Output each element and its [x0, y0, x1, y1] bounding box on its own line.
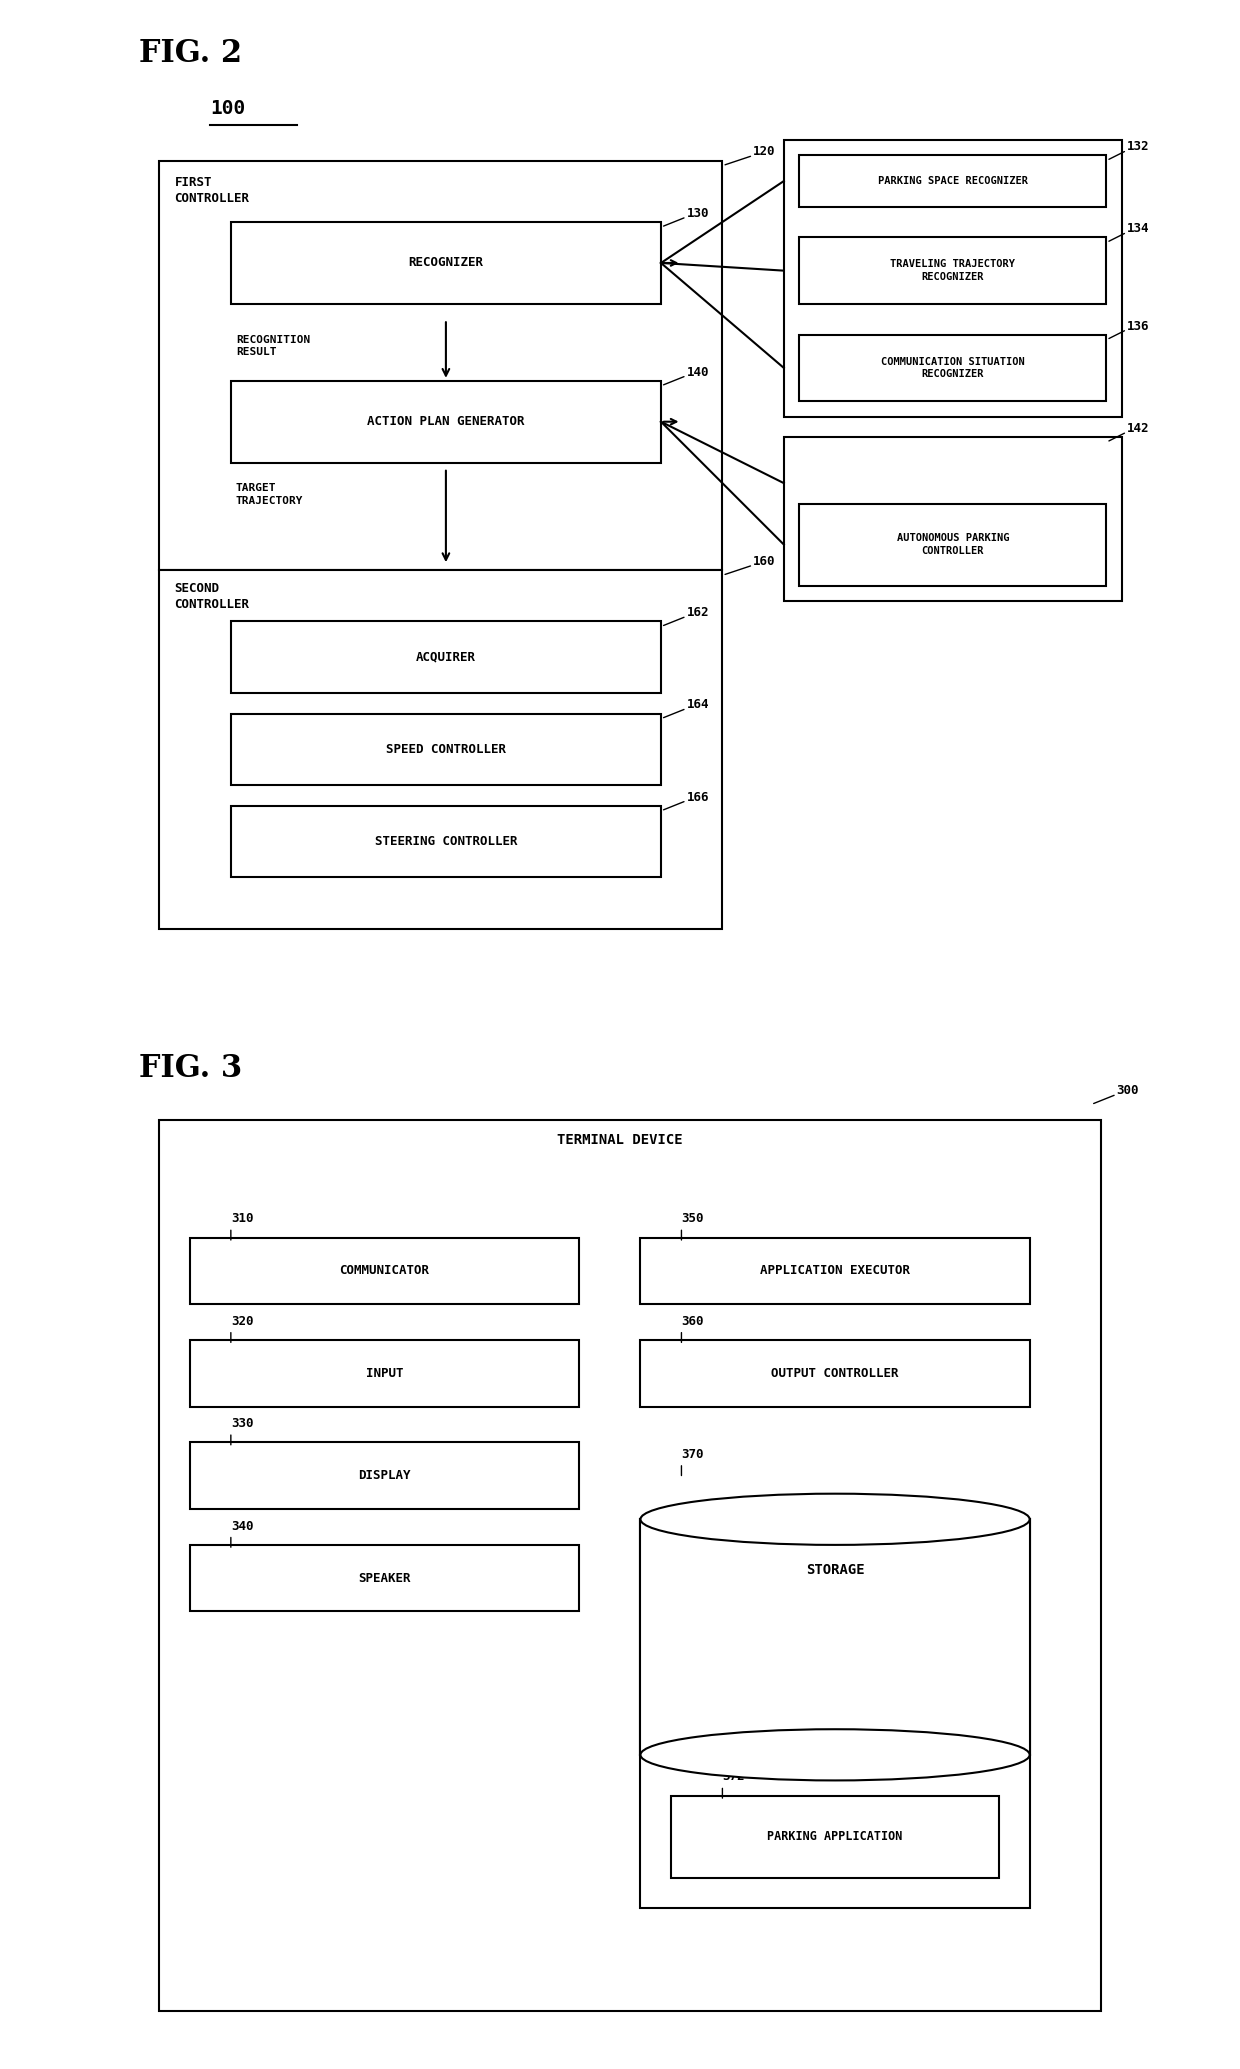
- Text: 320: 320: [231, 1314, 253, 1328]
- Text: TERMINAL DEVICE: TERMINAL DEVICE: [557, 1134, 683, 1148]
- Text: 100: 100: [211, 99, 246, 118]
- Text: 372: 372: [723, 1771, 745, 1783]
- Text: FIG. 2: FIG. 2: [139, 37, 242, 68]
- Text: SPEED CONTROLLER: SPEED CONTROLLER: [386, 743, 506, 755]
- FancyBboxPatch shape: [190, 1546, 579, 1612]
- Text: ACTION PLAN GENERATOR: ACTION PLAN GENERATOR: [367, 416, 525, 428]
- FancyBboxPatch shape: [159, 1119, 1101, 2011]
- Text: 140: 140: [687, 366, 709, 379]
- Text: AUTONOMOUS PARKING
CONTROLLER: AUTONOMOUS PARKING CONTROLLER: [897, 534, 1009, 557]
- Text: 162: 162: [687, 606, 709, 619]
- Text: INPUT: INPUT: [366, 1368, 403, 1380]
- Text: SPEAKER: SPEAKER: [358, 1572, 410, 1585]
- FancyBboxPatch shape: [784, 141, 1122, 416]
- Text: STEERING CONTROLLER: STEERING CONTROLLER: [374, 836, 517, 848]
- Text: 120: 120: [753, 145, 776, 159]
- Text: APPLICATION EXECUTOR: APPLICATION EXECUTOR: [760, 1264, 910, 1277]
- Ellipse shape: [641, 1730, 1029, 1781]
- FancyBboxPatch shape: [231, 221, 661, 304]
- Text: COMMUNICATION SITUATION
RECOGNIZER: COMMUNICATION SITUATION RECOGNIZER: [880, 356, 1024, 379]
- Text: 360: 360: [682, 1314, 704, 1328]
- FancyBboxPatch shape: [159, 161, 723, 571]
- Text: 370: 370: [682, 1448, 704, 1461]
- FancyBboxPatch shape: [159, 571, 723, 929]
- Text: OUTPUT CONTROLLER: OUTPUT CONTROLLER: [771, 1368, 899, 1380]
- Text: 134: 134: [1127, 221, 1149, 236]
- FancyBboxPatch shape: [231, 805, 661, 877]
- FancyBboxPatch shape: [231, 381, 661, 463]
- FancyBboxPatch shape: [190, 1237, 579, 1303]
- Bar: [641, 1519, 1029, 1755]
- Text: TRAVELING TRAJECTORY
RECOGNIZER: TRAVELING TRAJECTORY RECOGNIZER: [890, 259, 1016, 281]
- FancyBboxPatch shape: [190, 1341, 579, 1407]
- Text: 310: 310: [231, 1212, 253, 1225]
- Text: RECOGNIZER: RECOGNIZER: [408, 257, 484, 269]
- FancyBboxPatch shape: [784, 437, 1122, 600]
- Text: 160: 160: [753, 554, 776, 569]
- FancyBboxPatch shape: [641, 1519, 1029, 1908]
- Text: ACQUIRER: ACQUIRER: [415, 652, 476, 664]
- FancyBboxPatch shape: [800, 335, 1106, 401]
- Text: 136: 136: [1127, 319, 1149, 333]
- Text: 164: 164: [687, 699, 709, 712]
- Text: PARKING SPACE RECOGNIZER: PARKING SPACE RECOGNIZER: [878, 176, 1028, 186]
- Text: 350: 350: [682, 1212, 704, 1225]
- Text: 330: 330: [231, 1417, 253, 1430]
- FancyBboxPatch shape: [231, 621, 661, 693]
- Text: COMMUNICATOR: COMMUNICATOR: [340, 1264, 429, 1277]
- Text: 300: 300: [1117, 1084, 1140, 1097]
- Ellipse shape: [641, 1494, 1029, 1546]
- Text: RECOGNITION
RESULT: RECOGNITION RESULT: [236, 335, 310, 358]
- Text: PARKING APPLICATION: PARKING APPLICATION: [768, 1831, 903, 1843]
- Text: 166: 166: [687, 790, 709, 803]
- Text: DISPLAY: DISPLAY: [358, 1469, 410, 1481]
- Text: 130: 130: [687, 207, 709, 219]
- FancyBboxPatch shape: [800, 503, 1106, 586]
- Text: TARGET
TRAJECTORY: TARGET TRAJECTORY: [236, 484, 304, 505]
- FancyBboxPatch shape: [641, 1341, 1029, 1407]
- Text: 340: 340: [231, 1519, 253, 1533]
- FancyBboxPatch shape: [190, 1442, 579, 1508]
- FancyBboxPatch shape: [671, 1796, 999, 1879]
- FancyBboxPatch shape: [641, 1237, 1029, 1303]
- Text: 142: 142: [1127, 422, 1149, 434]
- Text: FIRST
CONTROLLER: FIRST CONTROLLER: [175, 176, 249, 205]
- Text: SECOND
CONTROLLER: SECOND CONTROLLER: [175, 583, 249, 612]
- Text: 132: 132: [1127, 141, 1149, 153]
- FancyBboxPatch shape: [231, 714, 661, 786]
- FancyBboxPatch shape: [800, 238, 1106, 304]
- FancyBboxPatch shape: [800, 155, 1106, 207]
- Text: STORAGE: STORAGE: [806, 1564, 864, 1577]
- Text: FIG. 3: FIG. 3: [139, 1053, 242, 1084]
